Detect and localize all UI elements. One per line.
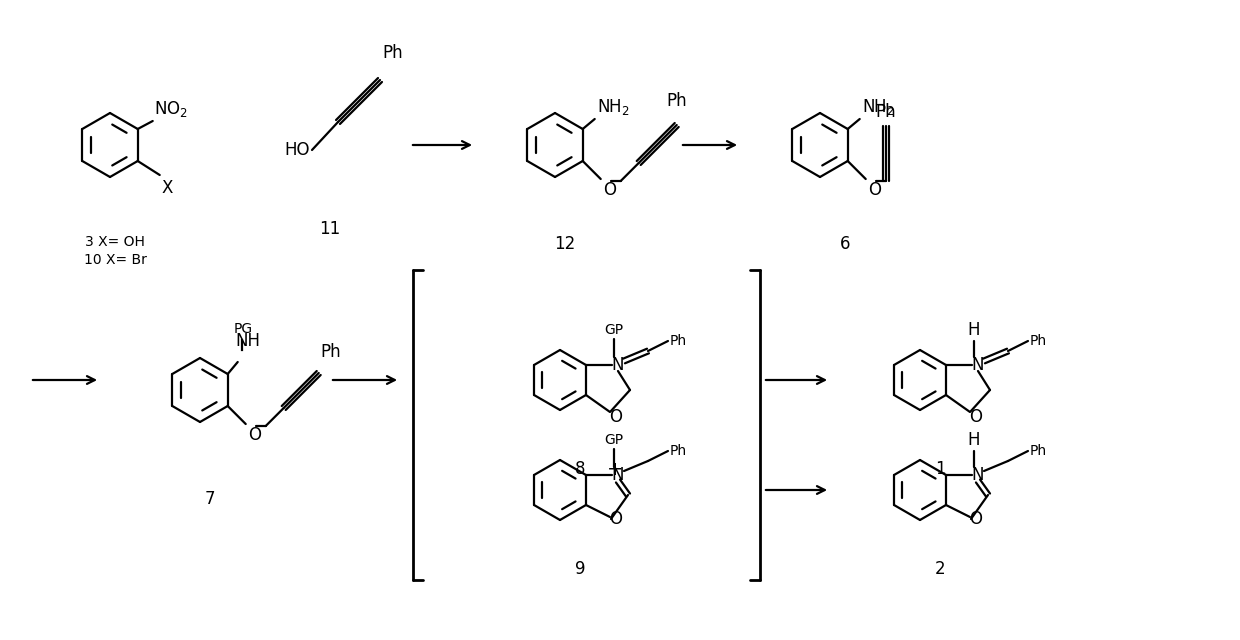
Text: Ph: Ph — [875, 103, 897, 121]
Text: NH$_2$: NH$_2$ — [596, 97, 630, 117]
Text: 10 X= Br: 10 X= Br — [83, 253, 146, 267]
Text: 9: 9 — [575, 560, 585, 578]
Text: GP: GP — [604, 433, 624, 447]
Text: Ph: Ph — [670, 334, 687, 348]
Text: 6: 6 — [839, 235, 851, 253]
Text: 7: 7 — [205, 490, 216, 508]
Text: 2: 2 — [935, 560, 945, 578]
Text: 1: 1 — [935, 460, 945, 478]
Text: O: O — [970, 408, 982, 426]
Text: O: O — [970, 510, 982, 528]
Text: NH$_2$: NH$_2$ — [862, 97, 894, 117]
Text: X: X — [161, 179, 174, 197]
Text: O: O — [868, 181, 880, 199]
Text: Ph: Ph — [670, 444, 687, 458]
Text: Ph: Ph — [321, 343, 341, 361]
Text: O: O — [603, 181, 616, 199]
Text: 8: 8 — [575, 460, 585, 478]
Text: 3 X= OH: 3 X= OH — [86, 235, 145, 249]
Text: H: H — [967, 321, 981, 339]
Text: O: O — [610, 408, 622, 426]
Text: Ph: Ph — [1030, 444, 1047, 458]
Text: Ph: Ph — [382, 44, 403, 62]
Text: N: N — [611, 356, 624, 374]
Text: NO$_2$: NO$_2$ — [154, 99, 187, 119]
Text: 11: 11 — [320, 220, 341, 238]
Text: O: O — [610, 510, 622, 528]
Text: HO: HO — [284, 141, 310, 159]
Text: O: O — [248, 426, 260, 444]
Text: N: N — [611, 466, 624, 484]
Text: PG: PG — [233, 322, 253, 336]
Text: N: N — [972, 466, 985, 484]
Text: Ph: Ph — [1030, 334, 1047, 348]
Text: +: + — [606, 460, 624, 479]
Text: NH: NH — [236, 332, 260, 350]
Text: 12: 12 — [554, 235, 575, 253]
Text: Ph: Ph — [666, 92, 687, 110]
Text: GP: GP — [604, 323, 624, 337]
Text: H: H — [967, 431, 981, 449]
Text: N: N — [972, 356, 985, 374]
